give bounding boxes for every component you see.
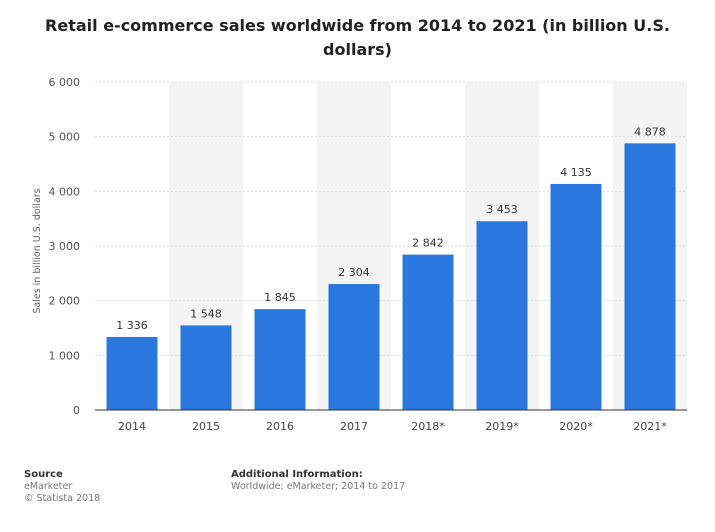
y-tick-label: 0: [73, 404, 80, 417]
value-label: 2 842: [412, 237, 444, 250]
x-tick-label: 2017: [340, 420, 368, 433]
value-label: 1 336: [116, 319, 148, 332]
additional-info-block: Additional Information: Worldwide; eMark…: [231, 469, 405, 493]
x-tick-label: 2014: [118, 420, 146, 433]
y-tick-label: 2 000: [49, 295, 81, 308]
bar: [476, 221, 528, 410]
bar: [550, 183, 602, 410]
source-line-1: eMarketer: [24, 481, 73, 492]
source-heading: Source: [24, 469, 63, 480]
value-label: 4 135: [560, 166, 592, 179]
bar: [402, 254, 454, 410]
source-block: Source eMarketer © Statista 2018: [24, 469, 100, 505]
bar: [180, 325, 232, 410]
value-label: 1 548: [190, 307, 222, 320]
y-tick-label: 4 000: [49, 185, 81, 198]
y-tick-label: 1 000: [49, 349, 81, 362]
value-label: 2 304: [338, 266, 370, 279]
x-tick-label: 2020*: [559, 420, 593, 433]
y-axis-label: Sales in billion U.S. dollars: [32, 188, 43, 313]
y-tick-label: 3 000: [49, 240, 81, 253]
chart-title: Retail e-commerce sales worldwide from 2…: [45, 16, 670, 59]
value-label: 3 453: [486, 203, 518, 216]
bar-chart: 0 1 000 2 000 3 000 4 000 5 000 6 000 1 336 2014…: [32, 76, 687, 433]
value-label: 4 878: [634, 125, 666, 138]
bar: [106, 336, 158, 410]
x-tick-label: 2019*: [485, 420, 519, 433]
y-tick-label: 6 000: [49, 76, 81, 89]
x-tick-label: 2021*: [633, 420, 667, 433]
source-line-2: © Statista 2018: [24, 493, 101, 504]
value-label: 1 845: [264, 291, 296, 304]
y-tick-label: 5 000: [49, 131, 81, 144]
x-tick-label: 2015: [192, 420, 220, 433]
x-tick-label: 2016: [266, 420, 294, 433]
bar: [254, 309, 306, 410]
bar: [328, 284, 380, 410]
info-text: Worldwide; eMarketer; 2014 to 2017: [231, 481, 406, 492]
info-heading: Additional Information:: [231, 469, 363, 480]
x-tick-label: 2018*: [411, 420, 445, 433]
bar: [624, 143, 676, 410]
